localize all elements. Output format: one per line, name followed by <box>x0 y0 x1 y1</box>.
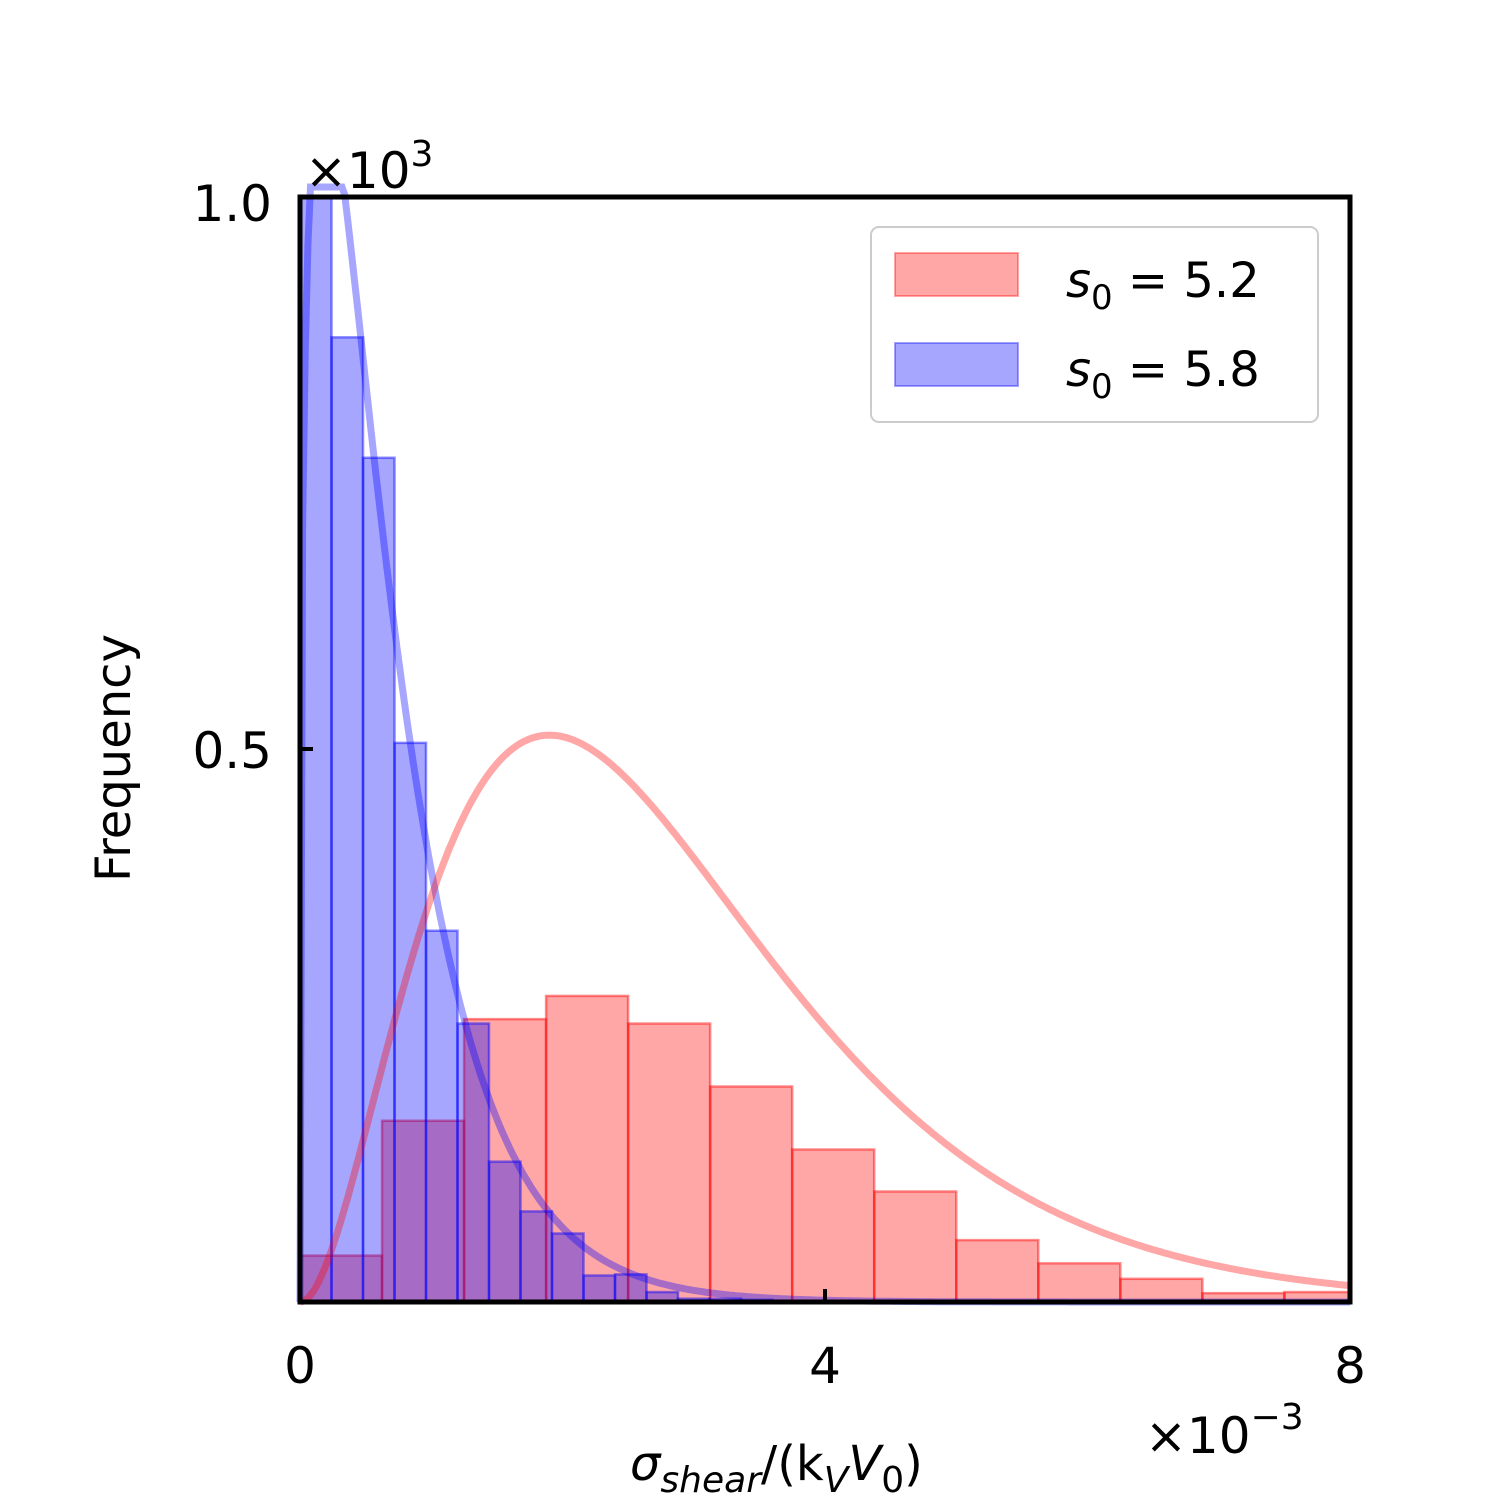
histogram-bar <box>361 456 396 1304</box>
histogram-bar <box>582 1274 617 1304</box>
y-offset-text: ×103 <box>305 134 433 200</box>
legend: s0 = 5.2 s0 = 5.8 <box>870 226 1319 423</box>
legend-label-blue: s0 = 5.8 <box>1066 342 1260 407</box>
histogram-bar <box>462 1017 548 1304</box>
histogram-bar <box>519 1210 554 1304</box>
y-axis-label: Frequency <box>86 634 142 882</box>
histogram-bar <box>1037 1262 1122 1304</box>
histogram-bar <box>613 1273 648 1304</box>
red-density-curve <box>299 731 1351 1306</box>
histogram-bar <box>955 1238 1040 1304</box>
histogram-bar <box>487 1160 522 1304</box>
histogram-bar <box>872 1190 958 1304</box>
histogram-bar <box>544 994 630 1304</box>
red-histogram-bars <box>298 994 1352 1304</box>
x-offset-text: ×10−3 <box>1145 1397 1304 1465</box>
legend-box <box>870 226 1319 423</box>
histogram-bar <box>380 1119 466 1304</box>
x-axis-label: σshear/(kVV0) <box>630 1436 923 1500</box>
x-tick-label-4: 4 <box>809 1337 841 1395</box>
histogram-bar <box>550 1232 585 1304</box>
legend-label-red: s0 = 5.2 <box>1066 253 1260 318</box>
histogram-bar <box>456 1022 491 1304</box>
legend-swatch-blue <box>894 342 1019 387</box>
y-tick-label-1.0: 1.0 <box>192 175 272 233</box>
blue-histogram-bars <box>298 195 774 1304</box>
histogram-bar <box>790 1148 876 1304</box>
histogram-bar <box>393 741 428 1304</box>
y-tick-label-0.5: 0.5 <box>192 722 272 780</box>
legend-swatch-red <box>894 252 1019 297</box>
x-tick-label-0: 0 <box>284 1337 316 1395</box>
histogram-bar <box>626 1022 712 1304</box>
x-tick-label-8: 8 <box>1334 1337 1366 1395</box>
histogram-bar <box>708 1085 794 1304</box>
